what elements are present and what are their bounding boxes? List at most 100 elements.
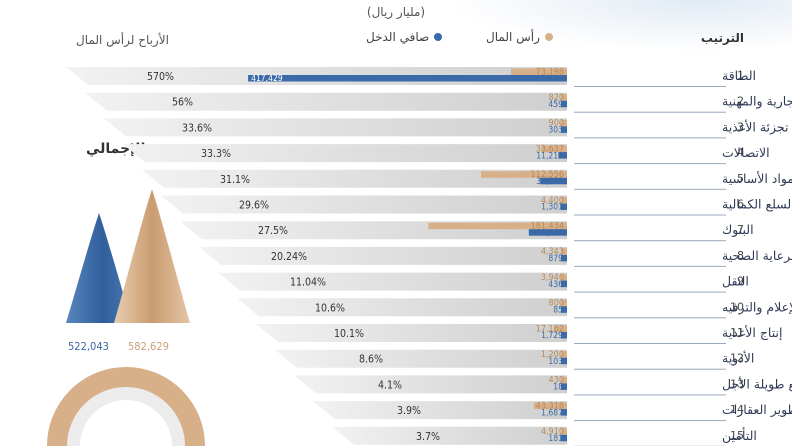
sector-underline — [574, 317, 726, 319]
sector-name: إنتاج الأغذية — [722, 325, 782, 340]
income-value-label: 103 — [548, 357, 563, 367]
sector-name: الطاقة — [722, 68, 756, 83]
sector-underline — [574, 420, 726, 422]
capital-value-label: 800 — [549, 299, 564, 309]
income-bar — [561, 332, 567, 339]
capital-bar — [511, 68, 567, 75]
roc-percent-label: 33.6% — [182, 122, 212, 134]
sector-name: إدارة وتطوير العقارات — [722, 402, 792, 418]
rank-number: 15 — [730, 429, 744, 442]
roc-band — [218, 272, 567, 291]
capital-bar — [561, 376, 567, 384]
income-value-label: 49,968 — [536, 228, 563, 238]
sector-underline — [574, 394, 726, 396]
sector-name: التأمين — [722, 427, 757, 444]
sector-name: النقل — [722, 274, 749, 289]
sector-underline — [574, 343, 726, 344]
capital-value-label: 43,318 — [536, 401, 564, 411]
roc-band — [275, 349, 567, 368]
rank-number: 4 — [737, 146, 744, 159]
sector-name: المواد الأساسية — [722, 171, 792, 187]
roc-percent-label: 3.7% — [416, 431, 440, 443]
income-value-label: 11,210 — [536, 151, 563, 161]
legend-income-label: صافي الدخل — [366, 30, 430, 44]
total-capital-peak — [114, 189, 190, 323]
capital-bar — [561, 351, 567, 358]
capital-bar — [561, 248, 567, 255]
capital-bar — [561, 197, 567, 204]
rank-number: 12 — [730, 352, 744, 365]
sector-name: الأدوية — [722, 351, 754, 367]
rank-number: 10 — [730, 300, 744, 313]
capital-value-label: 430 — [549, 376, 564, 386]
roc-band — [313, 401, 567, 420]
income-value-label: 417,429 — [251, 74, 283, 84]
income-bar — [248, 75, 568, 82]
legend-capital: رأس المال — [486, 30, 553, 44]
sector-name: تجزئة السلع الكمالية — [722, 197, 792, 213]
income-bar — [561, 357, 567, 365]
roc-percent-label: 27.5% — [258, 225, 288, 237]
roc-percent-label: 56% — [172, 97, 193, 109]
header-glow — [460, 0, 792, 50]
unit-label: (مليار ريال) — [366, 5, 426, 19]
donut-income-arc — [125, 367, 205, 446]
capital-bar — [561, 274, 567, 281]
income-value-label: 1,729 — [541, 331, 563, 341]
rank-number: 2 — [737, 95, 744, 108]
roc-band — [256, 324, 567, 342]
rank-number: 11 — [730, 326, 744, 339]
income-value-label: 85 — [553, 306, 563, 316]
roc-percent-label: 4.1% — [378, 379, 402, 391]
income-bar — [540, 177, 567, 185]
income-bar — [561, 409, 567, 416]
sector-underline — [574, 188, 726, 190]
income-value-label: 34,989 — [536, 177, 563, 187]
total-income-value: 522,043 — [68, 340, 109, 353]
roc-band — [237, 298, 567, 317]
roc-band — [142, 169, 567, 188]
sector-underline — [574, 137, 726, 139]
sector-underline — [574, 214, 726, 216]
rank-heading: الترتيب — [700, 31, 744, 45]
capital-bar — [533, 402, 567, 410]
legend-income: صافي الدخل — [366, 30, 443, 44]
capital-bar — [553, 325, 567, 332]
capital-bar — [541, 145, 567, 153]
capital-value-label: 1,200 — [541, 350, 564, 360]
roc-percent-label: 3.9% — [397, 405, 421, 417]
sector-underline — [574, 265, 726, 267]
roc-percent-label: 31.1% — [220, 174, 250, 186]
roc-band — [104, 118, 567, 137]
income-bar — [561, 280, 567, 288]
capital-value-label: 4,910 — [541, 427, 564, 437]
roc-band — [123, 144, 567, 163]
sector-name: الاتصالات — [722, 145, 770, 160]
capital-value-label: 4,343 — [541, 247, 564, 257]
sector-underline — [574, 111, 726, 113]
income-bar — [561, 254, 567, 262]
legend-capital-label: رأس المال — [486, 30, 540, 44]
income-bar — [561, 126, 567, 133]
roc-percent-label: 570% — [147, 71, 174, 83]
income-value-label: 1,687 — [541, 408, 563, 418]
capital-bar — [561, 428, 567, 435]
income-bar — [561, 100, 567, 108]
capital-value-label: 820 — [549, 93, 564, 103]
sector-name: البنوك — [722, 222, 754, 238]
capital-bar — [561, 94, 567, 101]
roc-percent-label: 33.3% — [201, 148, 231, 160]
income-value-label: 459 — [548, 100, 563, 110]
capital-value-label: 4,400 — [541, 196, 564, 206]
sector-name: الرعاية الصحية — [722, 248, 792, 264]
rank-number: 6 — [737, 198, 744, 211]
income-bar — [561, 203, 567, 210]
roc-percent-label: 20.24% — [271, 251, 307, 263]
sector-name: السلع طويلة الأجل — [722, 376, 792, 392]
sector-name: الإعلام والترفيه — [722, 299, 792, 315]
capital-bar — [561, 299, 567, 307]
income-value-label: 879 — [548, 254, 563, 264]
sector-underline — [574, 291, 726, 293]
capital-value-label: 181,434 — [531, 222, 564, 232]
